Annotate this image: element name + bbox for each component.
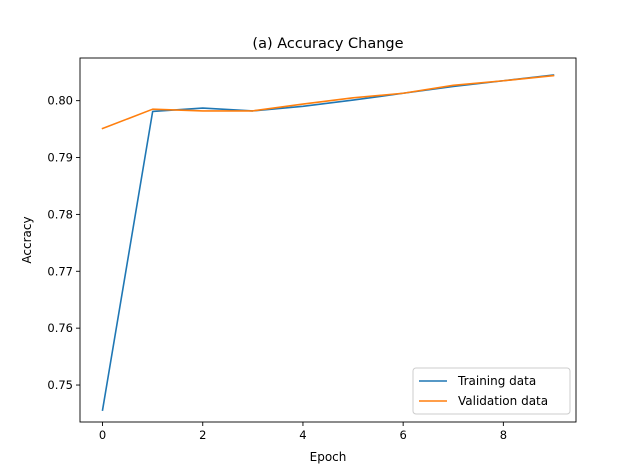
x-axis-label: Epoch <box>310 450 347 464</box>
legend-label-0: Training data <box>457 374 536 388</box>
axes-frame <box>79 57 577 423</box>
data-point-s1-p1 <box>151 108 154 111</box>
x-tick-label: 2 <box>199 428 206 442</box>
y-axis-label: Accracy <box>20 216 34 263</box>
y-tick-label: 0.79 <box>47 151 73 165</box>
data-point-s1-p9 <box>552 74 555 77</box>
data-point-s0-p2 <box>201 106 204 109</box>
plot-area: 0 2 4 6 8 0.75 0.76 0.77 0.78 0.79 0.80 <box>47 57 577 442</box>
legend-label-1: Validation data <box>458 394 548 408</box>
legend: Training data Validation data <box>412 367 571 415</box>
y-tick-label: 0.77 <box>47 264 73 278</box>
data-point-s1-p0 <box>101 127 104 130</box>
legend-box <box>412 367 571 415</box>
data-point-s1-p3 <box>251 109 254 112</box>
data-point-s1-p4 <box>301 102 304 105</box>
data-point-s0-p0 <box>101 408 104 411</box>
x-tick-label: 8 <box>500 428 507 442</box>
x-tick-label: 4 <box>299 428 306 442</box>
series-line-1 <box>101 74 555 130</box>
data-point-s1-p7 <box>452 84 455 87</box>
x-tick-label: 6 <box>399 428 406 442</box>
x-tick-label: 0 <box>99 428 106 442</box>
data-point-s1-p8 <box>502 79 505 82</box>
y-tick-label: 0.78 <box>47 207 73 221</box>
data-point-s1-p5 <box>351 96 354 99</box>
data-point-s1-p6 <box>402 92 405 95</box>
data-point-s1-p2 <box>201 109 204 112</box>
y-tick-label: 0.80 <box>47 94 73 108</box>
y-tick-label: 0.75 <box>47 378 73 392</box>
chart-title: (a) Accuracy Change <box>252 36 403 52</box>
y-tick-label: 0.76 <box>47 321 73 335</box>
